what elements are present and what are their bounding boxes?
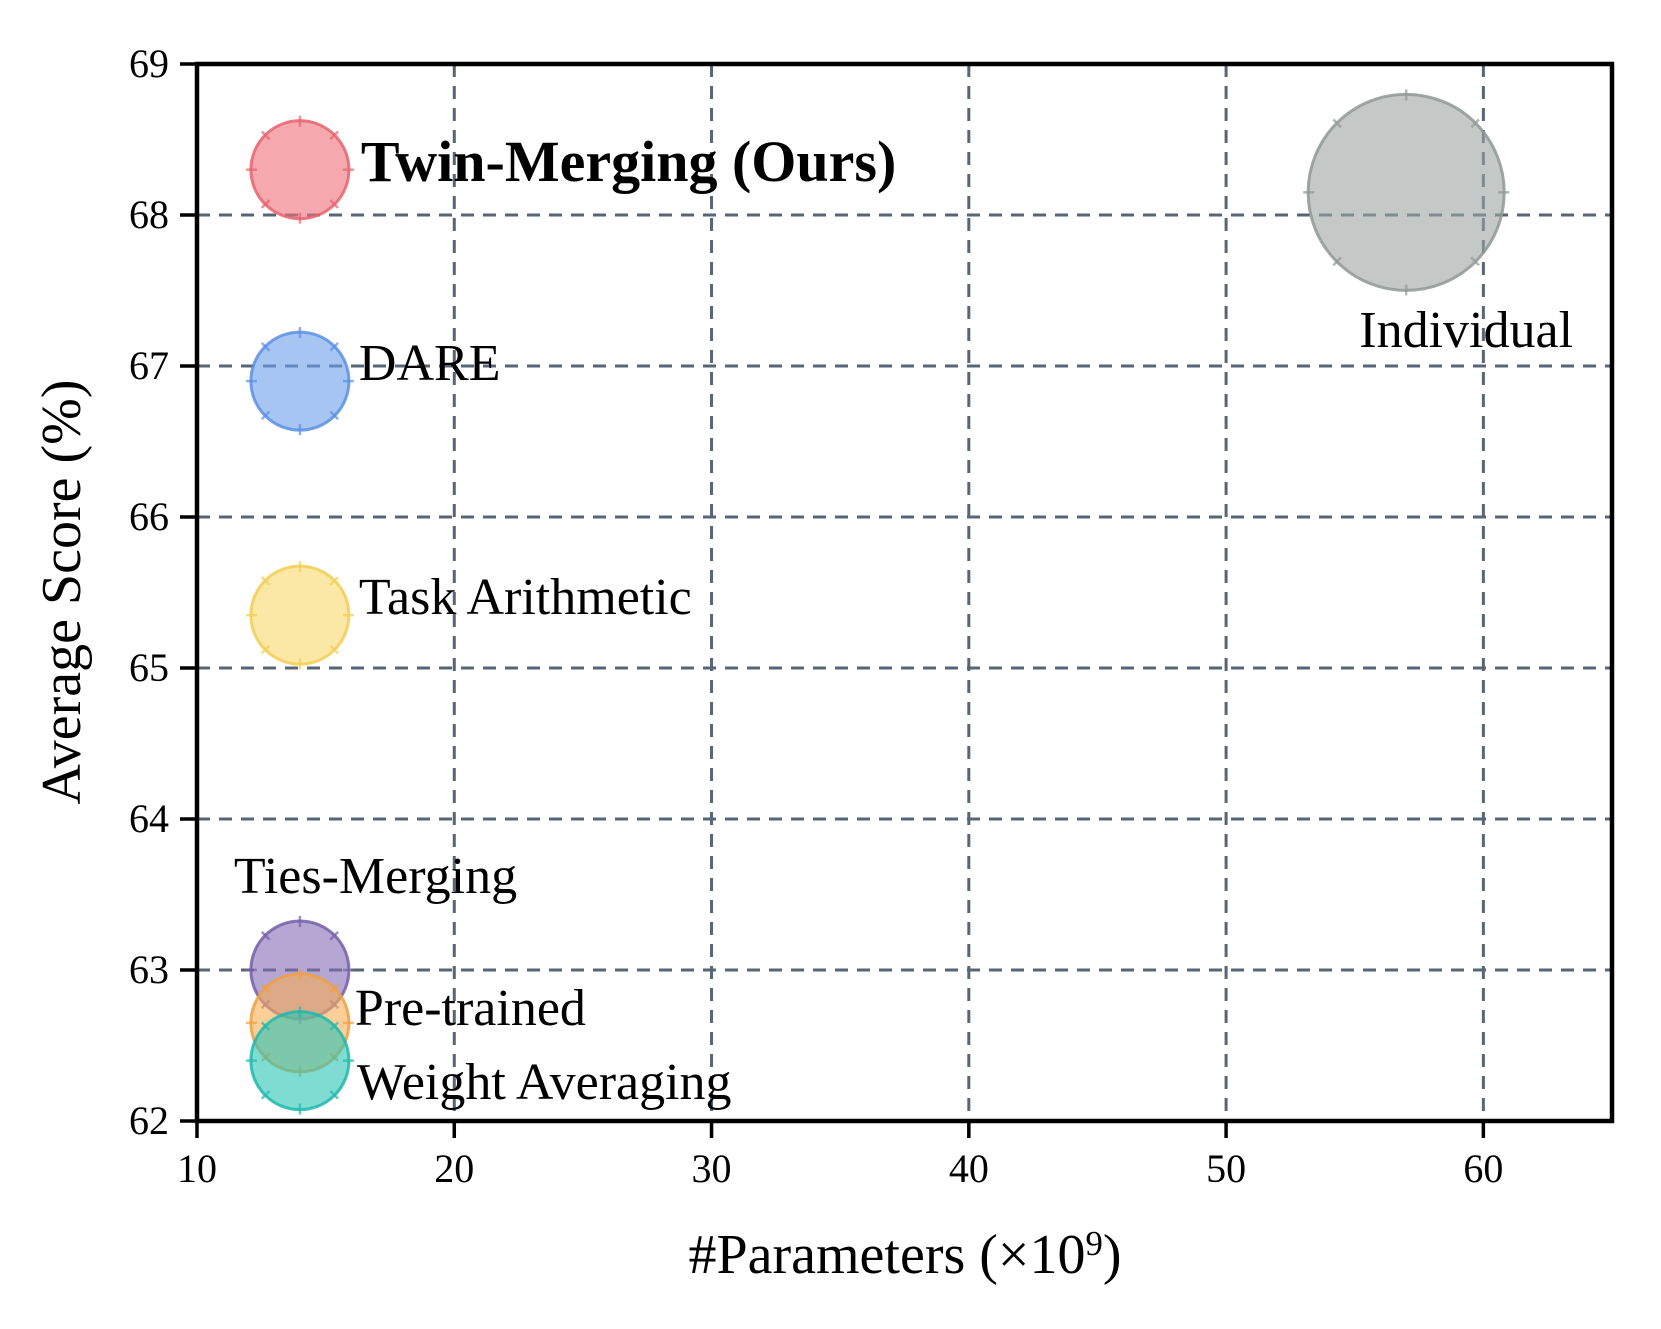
x-axis-title-text: #Parameters (×10: [688, 1224, 1086, 1286]
y-tick-label: 63: [129, 947, 169, 992]
x-axis-title-close-paren: ): [1102, 1224, 1122, 1286]
bubble-edge-tick: [329, 644, 339, 655]
bubble-edge-tick: [329, 930, 339, 941]
x-tick-label: 30: [691, 1146, 732, 1191]
y-tick-label: 69: [129, 41, 169, 86]
x-axis-title-exponent: 9: [1085, 1224, 1103, 1263]
bubble-edge-tick: [260, 130, 271, 141]
y-tick-label: 67: [129, 343, 169, 388]
x-tick-label: 60: [1463, 1146, 1504, 1191]
bubble-edge-tick: [329, 410, 339, 421]
y-axis-title: Average Score (%): [31, 379, 93, 805]
bubble-edge-tick: [260, 410, 271, 421]
bubble-edge-tick: [260, 199, 271, 209]
point-label-ties-merging: Ties-Merging: [233, 848, 518, 905]
bubble-edge-tick: [260, 576, 271, 586]
bubble-edge-tick: [260, 983, 271, 994]
bubble-edge-tick: [329, 983, 339, 994]
point-label-weight-averaging: Weight Averaging: [356, 1053, 732, 1111]
bubble-edge-tick: [329, 199, 339, 209]
point-label-twin-merging-ours: Twin-Merging (Ours): [360, 128, 897, 194]
point-label-pre-trained: Pre-trained: [354, 979, 586, 1037]
x-tick-label: 40: [948, 1146, 989, 1191]
bubble-dare: [245, 327, 354, 436]
bubble-twin-merging-ours: [245, 115, 354, 224]
y-tick-label: 68: [129, 192, 169, 237]
bubble-edge-tick: [260, 342, 271, 352]
point-label-individual: Individual: [1359, 302, 1574, 360]
x-tick-label: 10: [177, 1146, 217, 1191]
x-axis-title: #Parameters (×109): [688, 1223, 1121, 1287]
bubble-edge-tick: [1332, 118, 1342, 129]
bubble-edge-tick: [329, 1021, 339, 1032]
bubble-edge-tick: [329, 1090, 339, 1100]
bubble-edge-tick: [260, 1021, 271, 1032]
bubble-edge-tick: [1470, 256, 1480, 267]
point-label-task-arithmetic: Task Arithmetic: [358, 569, 692, 627]
bubble-edge-tick: [329, 130, 339, 141]
x-tick-label: 50: [1206, 1146, 1247, 1191]
bubble-edge-tick: [329, 342, 339, 352]
bubble-individual: [1303, 89, 1510, 296]
bubble-weight-averaging: [245, 1006, 354, 1115]
y-tick-label: 64: [129, 796, 169, 841]
bubble-edge-tick: [260, 930, 271, 941]
plot-border: [194, 61, 1615, 1124]
bubble-edge-tick: [260, 1090, 271, 1100]
bubble-task-arithmetic: [245, 561, 354, 670]
y-tick-label: 62: [129, 1098, 169, 1143]
y-tick-label: 65: [129, 645, 169, 690]
y-tick-label: 66: [129, 494, 169, 539]
bubble-edge-tick: [260, 644, 271, 655]
bubble-edge-tick: [1332, 256, 1342, 267]
bubble-edge-tick: [1470, 118, 1480, 129]
bubble-edge-tick: [329, 576, 339, 586]
x-tick-label: 20: [434, 1146, 475, 1191]
point-label-dare: DARE: [358, 335, 501, 393]
